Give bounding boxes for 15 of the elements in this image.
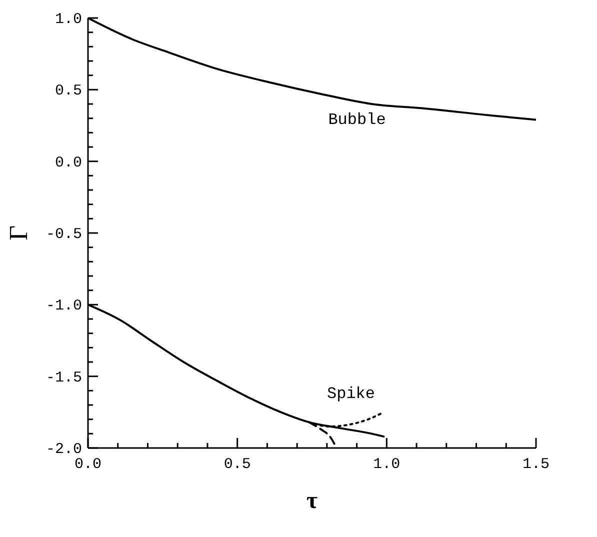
y-tick-label: -1.5 xyxy=(46,369,82,386)
annotation: Spike xyxy=(326,385,376,404)
y-tick-label: 0.5 xyxy=(54,82,82,100)
y-tick-label: -2.0 xyxy=(46,441,82,458)
x-tick-label: 1.0 xyxy=(373,456,400,473)
y-tick-label: 0.0 xyxy=(54,154,82,172)
x-tick-label: 1.5 xyxy=(522,456,550,473)
y-tick-label: -1.0 xyxy=(46,298,82,315)
y-axis-title: Γ xyxy=(4,225,34,241)
x-tick-label: 0.0 xyxy=(74,456,102,473)
y-tick-label: -0.5 xyxy=(46,226,82,243)
x-tick-label: 0.5 xyxy=(224,456,251,473)
y-tick-label: 1.0 xyxy=(54,11,82,28)
annotation: Bubble xyxy=(328,111,386,130)
x-axis-title: τ xyxy=(306,488,318,514)
